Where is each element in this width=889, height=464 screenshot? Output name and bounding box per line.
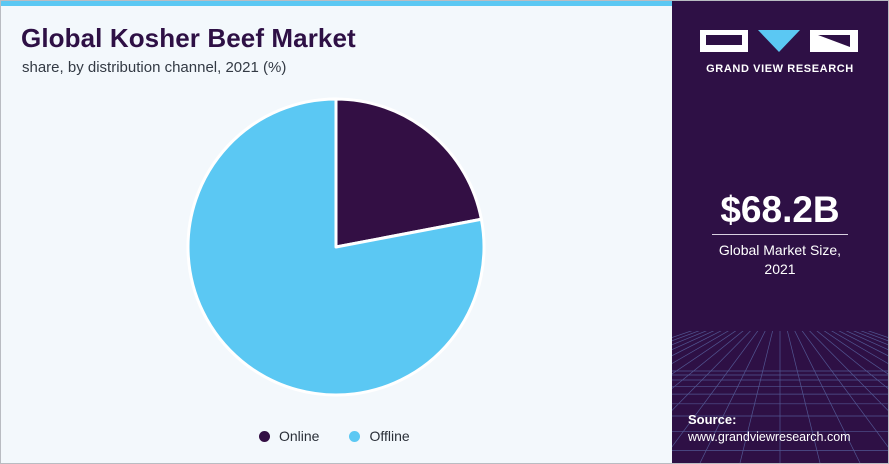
legend-swatch-online (259, 430, 270, 442)
market-size-value: $68.2B (720, 189, 840, 230)
market-size-label: Global Market Size, 2021 (672, 241, 888, 279)
legend-label-offline: Offline (369, 428, 410, 444)
legend-label-online: Online (279, 428, 320, 444)
market-size-label-line1: Global Market Size, (718, 242, 842, 258)
legend-item-offline: Offline (349, 428, 410, 444)
pie-slice-online (334, 97, 483, 249)
stat-divider (712, 234, 848, 235)
chart-title: Global Kosher Beef Market (21, 23, 356, 53)
chart-subtitle: share, by distribution channel, 2021 (%) (22, 59, 287, 76)
decorative-grid (672, 331, 888, 463)
brand-name: GRAND VIEW RESEARCH (706, 63, 854, 75)
legend-item-online: Online (259, 428, 319, 444)
market-size-label-line2: 2021 (764, 261, 796, 277)
legend: Online Offline (259, 428, 440, 444)
pie-chart (186, 97, 486, 397)
legend-swatch-offline (349, 430, 361, 442)
accent-bar (1, 1, 672, 6)
grid-lines (672, 331, 888, 463)
info-panel: GRAND VIEW RESEARCH $68.2B Global Market… (672, 1, 888, 463)
pie-slice-offline (186, 97, 486, 397)
source-title: Source: (688, 412, 737, 427)
grand-view-research-logo-icon (700, 30, 858, 52)
source-url: www.grandviewresearch.com (688, 430, 851, 444)
